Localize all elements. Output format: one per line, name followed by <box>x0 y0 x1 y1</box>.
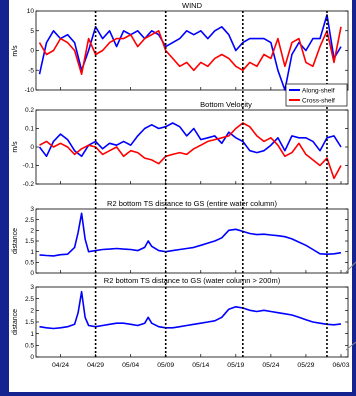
y-tick-label: 2.5 <box>25 296 34 303</box>
y-tick-label: 1 <box>30 331 34 338</box>
y-tick-label: 2 <box>30 228 34 235</box>
y-tick-label: 2 <box>30 308 34 315</box>
x-tick-label: 06/03 <box>332 362 349 369</box>
chart-marks: 1050-5-100.20.10-0.1-0.232.521.510.5032.… <box>23 8 350 369</box>
y-tick-label: -10 <box>25 87 35 94</box>
chart-title: R2 bottom TS distance to GS (entire wate… <box>107 199 277 208</box>
y-tick-label: 0.2 <box>25 107 34 114</box>
x-tick-label: 04/29 <box>87 362 104 369</box>
x-tick-label: 05/14 <box>192 362 209 369</box>
x-tick-label: 05/19 <box>227 362 244 369</box>
y-tick-label: 0.1 <box>25 126 34 133</box>
y-tick-label: 0 <box>30 270 34 277</box>
slide-decoration-line <box>345 341 356 351</box>
y-tick-label: 3 <box>30 206 34 213</box>
series-line-distance <box>39 290 342 330</box>
y-tick-label: 1.5 <box>25 319 34 326</box>
y-tick-label: 3 <box>30 284 34 291</box>
x-tick-label: 05/29 <box>297 362 314 369</box>
y-tick-label: -0.2 <box>23 181 35 188</box>
panel-bottom-velocity: Bottom Velocity m/s <box>12 100 349 185</box>
y-tick-label: 2.5 <box>25 217 34 224</box>
plot-area-wind <box>35 10 349 91</box>
y-tick-label: 10 <box>27 8 35 15</box>
y-tick-label: 0.5 <box>25 260 34 267</box>
chart-title: R2 bottom TS distance to GS (water colum… <box>104 276 281 285</box>
x-tick-label: 05/24 <box>262 362 279 369</box>
series-line-cross-shelf <box>38 26 342 75</box>
chart-title: Bottom Velocity <box>200 100 252 109</box>
series-line-along-shelf <box>38 14 342 91</box>
y-axis-label: distance <box>12 228 19 254</box>
y-tick-label: 5 <box>30 28 34 35</box>
y-tick-label: 0 <box>30 48 34 55</box>
y-tick-label: -5 <box>28 67 34 74</box>
panel-distance-entire: R2 bottom TS distance to GS (entire wate… <box>12 199 349 274</box>
y-tick-label: 1 <box>30 249 34 256</box>
legend-label-along: Along-shelf <box>302 88 335 95</box>
y-axis-label: m/s <box>12 45 19 57</box>
x-tick-label: 05/04 <box>122 362 139 369</box>
y-tick-label: 0 <box>30 354 34 361</box>
chart-title: WIND <box>182 1 203 10</box>
y-tick-label: 0 <box>30 144 34 151</box>
series-line-distance <box>39 212 342 257</box>
series-line-cross-shelf <box>39 122 342 180</box>
legend-box <box>285 83 348 107</box>
slide-decoration-line <box>345 261 356 273</box>
y-axis-label: distance <box>12 309 19 335</box>
x-tick-label: 05/09 <box>157 362 174 369</box>
series-line-along-shelf <box>38 122 342 158</box>
legend: Along-shelf Cross-shelf <box>285 83 348 107</box>
y-tick-label: 0.5 <box>25 343 34 350</box>
y-tick-label: 1.5 <box>25 238 34 245</box>
y-axis-label: m/s <box>12 141 19 153</box>
x-tick-label: 04/24 <box>52 362 69 369</box>
legend-label-cross: Cross-shelf <box>302 98 335 105</box>
y-tick-label: -0.1 <box>23 163 35 170</box>
